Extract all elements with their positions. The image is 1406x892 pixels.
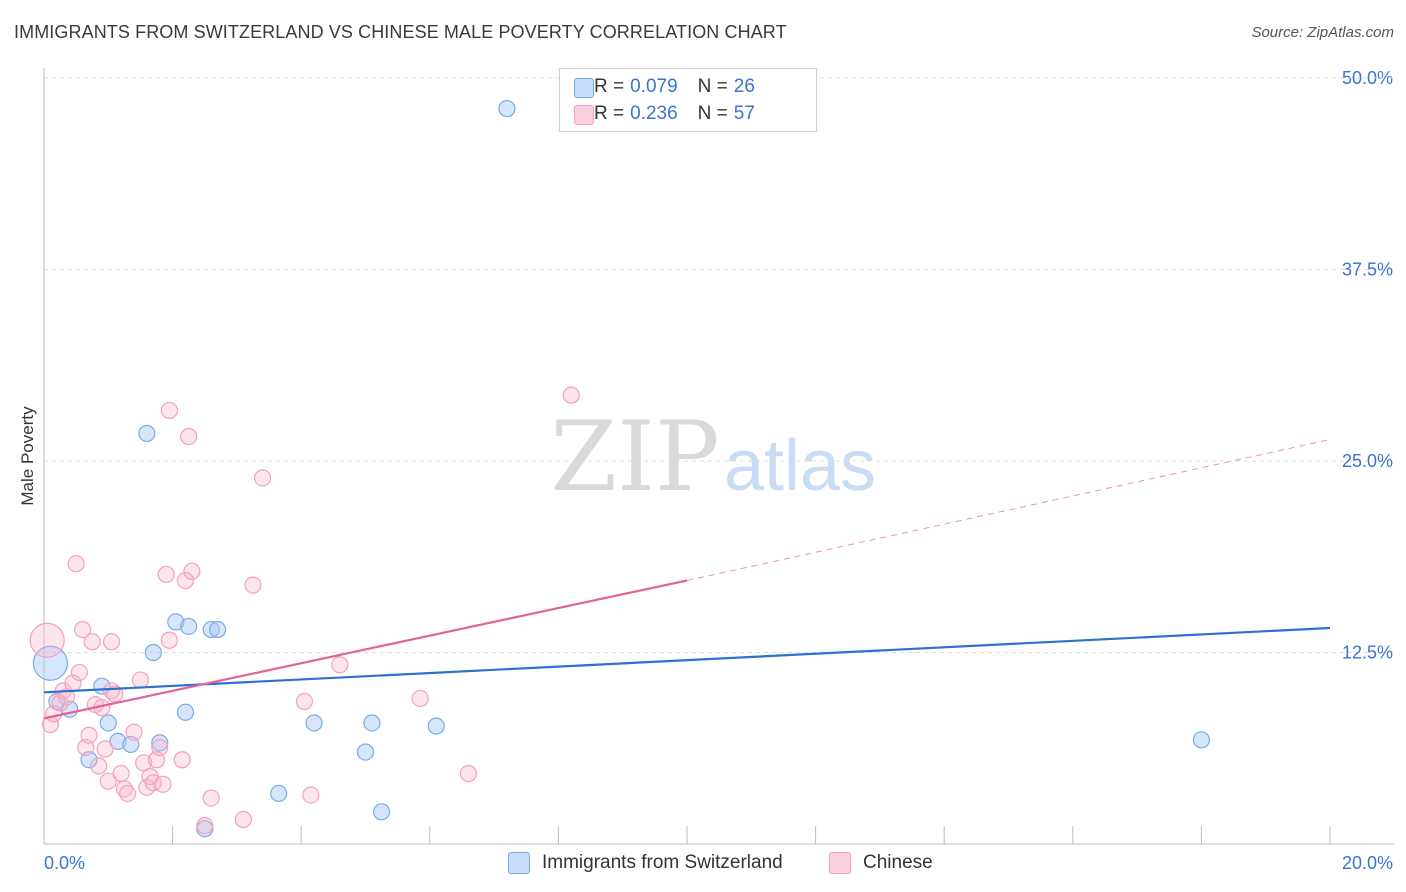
legend-swatch-switzerland	[574, 78, 594, 98]
point-chinese	[83, 633, 101, 651]
point-switzerland	[372, 803, 391, 821]
legend-r-label: R =	[594, 103, 625, 124]
source-credit: Source: ZipAtlas.com	[1251, 24, 1394, 41]
point-switzerland	[144, 643, 162, 662]
point-chinese	[411, 689, 429, 708]
point-chinese	[295, 692, 314, 711]
point-switzerland	[356, 743, 375, 761]
point-chinese	[73, 620, 92, 639]
point-chinese	[160, 401, 178, 420]
point-switzerland	[427, 717, 445, 735]
point-switzerland	[498, 100, 516, 118]
legend-n-label: N =	[697, 103, 728, 124]
legend-row-chinese: R = 0.236 N = 57	[574, 102, 755, 126]
point-chinese	[331, 656, 349, 674]
legend-row-switzerland: R = 0.079 N = 26	[574, 75, 755, 99]
point-chinese	[202, 789, 220, 807]
point-chinese	[29, 622, 65, 658]
y-tick-label: 12.5%	[1342, 643, 1393, 663]
point-chinese	[180, 427, 198, 446]
point-chinese	[254, 469, 272, 487]
point-chinese	[102, 633, 121, 651]
point-switzerland	[1192, 731, 1211, 749]
watermark-zip: ZIP	[550, 401, 719, 513]
point-chinese	[99, 772, 117, 790]
y-tick-label: 25.0%	[1342, 451, 1393, 471]
legend-item-chinese: Chinese	[829, 852, 933, 874]
trendline-switzerland	[43, 626, 1331, 694]
point-switzerland	[99, 714, 117, 732]
series-legend: Immigrants from Switzerland Chinese	[0, 852, 1406, 878]
legend-r-value: 0.079	[630, 76, 678, 97]
legend-n-value: 57	[733, 103, 755, 124]
point-switzerland	[202, 620, 220, 639]
point-switzerland	[270, 784, 288, 803]
legend-item-switzerland: Immigrants from Switzerland	[508, 852, 783, 874]
point-chinese	[67, 555, 85, 573]
point-switzerland	[167, 613, 185, 631]
legend-label-switzerland: Immigrants from Switzerland	[542, 852, 783, 873]
correlation-legend: R = 0.079 N = 26 R = 0.236 N = 57	[559, 68, 817, 132]
x-tick-label: 0.0%	[44, 853, 85, 873]
point-chinese	[151, 738, 169, 757]
point-switzerland	[176, 703, 195, 721]
legend-r-value: 0.236	[630, 103, 678, 124]
point-switzerland	[363, 714, 381, 732]
legend-n-value: 26	[733, 76, 755, 97]
legend-n-label: N =	[697, 76, 728, 97]
point-chinese	[96, 740, 114, 758]
point-chinese	[115, 780, 133, 798]
point-chinese	[459, 764, 477, 783]
point-chinese	[160, 631, 178, 649]
point-chinese	[125, 723, 143, 741]
point-chinese	[234, 810, 252, 829]
point-chinese	[80, 726, 98, 744]
point-chinese	[173, 751, 191, 769]
chart-title: IMMIGRANTS FROM SWITZERLAND VS CHINESE M…	[14, 22, 787, 42]
x-tick-label: 20.0%	[1342, 853, 1393, 873]
point-chinese	[183, 562, 201, 580]
legend-r-label: R =	[594, 76, 625, 97]
legend-swatch-switzerland	[508, 852, 530, 874]
watermark-atlas: atlas	[724, 426, 876, 506]
point-chinese	[176, 571, 195, 590]
point-switzerland	[151, 734, 169, 752]
point-chinese	[157, 565, 175, 583]
point-chinese	[244, 576, 262, 594]
point-switzerland	[138, 424, 156, 443]
point-switzerland	[305, 714, 323, 732]
point-chinese	[131, 671, 150, 689]
point-chinese	[562, 386, 580, 404]
point-switzerland	[109, 732, 127, 750]
point-chinese	[70, 663, 88, 682]
point-chinese	[102, 682, 121, 700]
point-switzerland	[180, 617, 198, 636]
legend-swatch-chinese	[829, 852, 851, 874]
point-chinese	[302, 786, 320, 804]
point-switzerland	[209, 620, 227, 639]
point-chinese	[57, 688, 76, 706]
point-chinese	[118, 784, 137, 803]
y-tick-label: 37.5%	[1342, 260, 1393, 280]
point-chinese	[90, 757, 108, 775]
point-chinese	[196, 817, 214, 835]
trendline-chinese	[43, 579, 688, 720]
point-chinese	[154, 775, 172, 793]
point-chinese	[135, 754, 153, 772]
legend-label-chinese: Chinese	[863, 852, 933, 873]
legend-swatch-chinese	[574, 105, 594, 125]
point-switzerland	[32, 645, 69, 681]
